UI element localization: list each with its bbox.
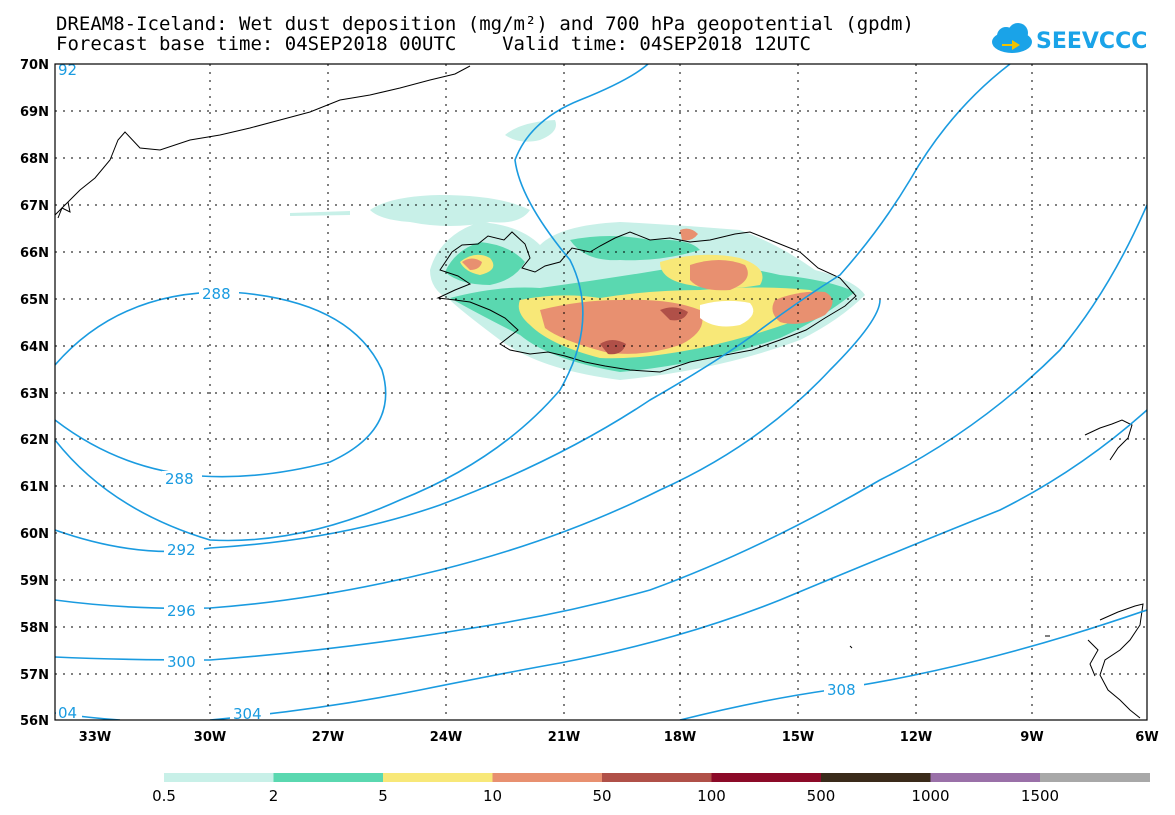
lat-tick: 60N	[20, 527, 49, 542]
latitude-tick-labels: 70N 69N 68N 67N 66N 65N 64N 63N 62N 61N …	[20, 58, 49, 729]
lon-tick: 12W	[900, 730, 932, 745]
colorbar-swatch	[383, 773, 493, 782]
lon-tick: 30W	[194, 730, 226, 745]
geopotential-contours	[55, 64, 1147, 720]
colorbar-label: 5	[378, 787, 388, 805]
colorbar-label: 0.5	[152, 787, 176, 805]
colorbar: 0.5 2 5 10 50 100 500 1000 1500	[152, 773, 1150, 805]
contour-labels: 92 288 288 292 296 300 04 304 308	[56, 61, 864, 723]
lat-tick: 57N	[20, 668, 49, 683]
longitude-tick-labels: 33W 30W 27W 24W 21W 18W 15W 12W 9W 6W	[79, 730, 1159, 745]
lat-tick: 58N	[20, 621, 49, 636]
lat-tick: 67N	[20, 199, 49, 214]
colorbar-label: 1000	[911, 787, 949, 805]
colorbar-swatch	[1040, 773, 1150, 782]
dust-deposition-shading	[290, 120, 865, 380]
lat-tick: 70N	[20, 58, 49, 73]
lon-tick: 6W	[1135, 730, 1158, 745]
colorbar-label: 50	[592, 787, 611, 805]
lat-tick: 69N	[20, 105, 49, 120]
lon-tick: 33W	[79, 730, 111, 745]
lat-tick: 59N	[20, 574, 49, 589]
colorbar-label: 500	[807, 787, 836, 805]
colorbar-label: 2	[269, 787, 279, 805]
lon-tick: 24W	[430, 730, 462, 745]
map-gridlines	[55, 64, 1147, 720]
contour-label: 296	[167, 602, 196, 620]
lon-tick: 15W	[782, 730, 814, 745]
contour-label: 308	[827, 681, 856, 699]
colorbar-label: 1500	[1021, 787, 1059, 805]
colorbar-swatch	[492, 773, 603, 782]
lat-tick: 56N	[20, 714, 49, 729]
map-plot-area	[55, 64, 1147, 720]
lat-tick: 66N	[20, 246, 49, 261]
colorbar-swatch	[711, 773, 822, 782]
map-frame	[54, 63, 1148, 721]
coastlines	[55, 65, 1144, 719]
lat-tick: 65N	[20, 293, 49, 308]
map-subtitle-times: Forecast base time: 04SEP2018 00UTC Vali…	[56, 33, 811, 55]
colorbar-swatch	[602, 773, 712, 782]
contour-label: 292	[167, 541, 196, 559]
colorbar-swatch	[930, 773, 1041, 782]
colorbar-label: 10	[483, 787, 502, 805]
colorbar-label: 100	[697, 787, 726, 805]
contour-label: 92	[58, 61, 77, 79]
lat-tick: 62N	[20, 433, 49, 448]
cloud-icon	[992, 23, 1032, 53]
lon-tick: 9W	[1020, 730, 1043, 745]
colorbar-swatch	[821, 773, 931, 782]
contour-label: 304	[233, 705, 262, 723]
lon-tick: 27W	[312, 730, 344, 745]
lat-tick: 68N	[20, 152, 49, 167]
contour-label: 300	[167, 653, 196, 671]
lat-tick: 61N	[20, 480, 49, 495]
map-title: DREAM8-Iceland: Wet dust deposition (mg/…	[56, 13, 914, 35]
logo-text: SEEVCCC	[1036, 29, 1147, 54]
lat-tick: 63N	[20, 387, 49, 402]
seevccc-logo: SEEVCCC	[992, 23, 1147, 54]
contour-label: 288	[165, 470, 194, 488]
lat-tick: 64N	[20, 340, 49, 355]
contour-label: 04	[58, 704, 77, 722]
lon-tick: 18W	[664, 730, 696, 745]
colorbar-swatch	[273, 773, 384, 782]
contour-label: 288	[202, 285, 231, 303]
colorbar-swatch	[164, 773, 274, 782]
lon-tick: 21W	[548, 730, 580, 745]
